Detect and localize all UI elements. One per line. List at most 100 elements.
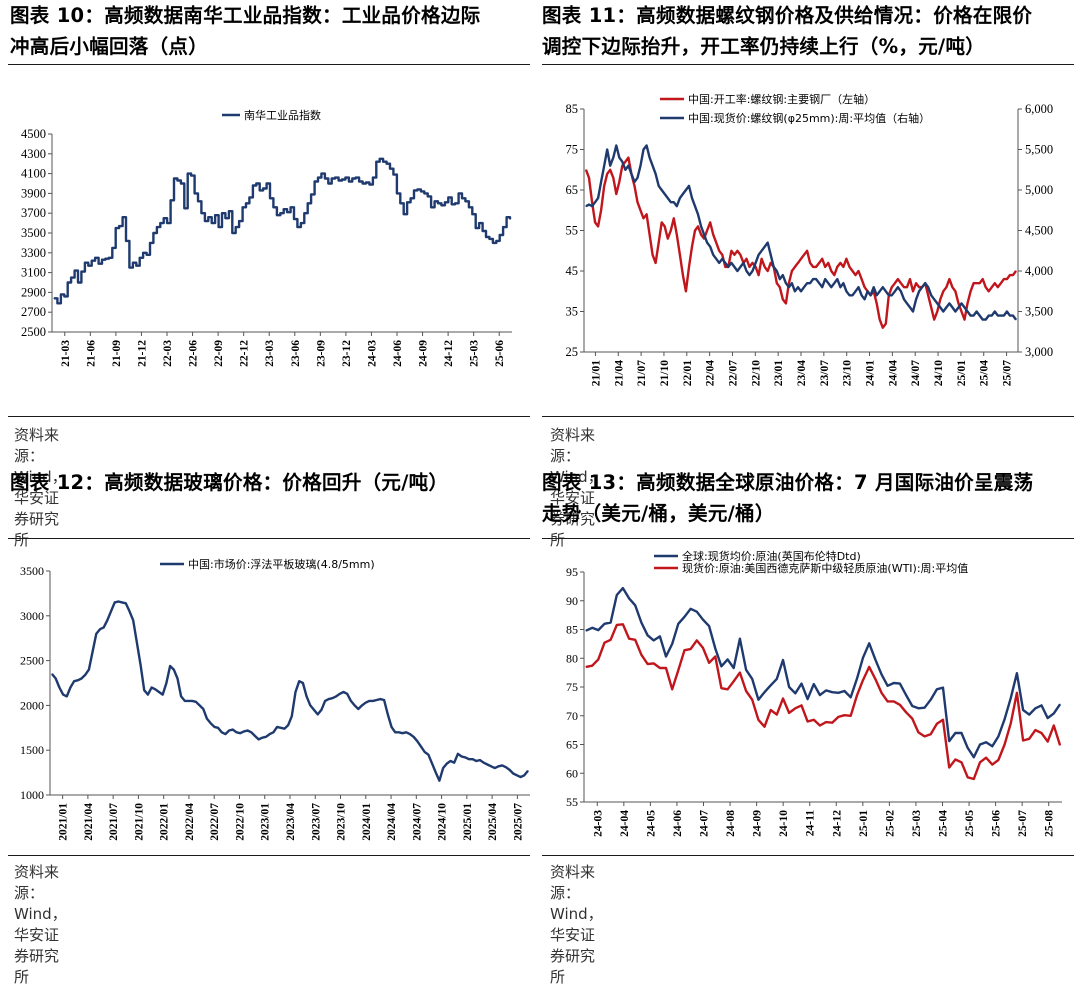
- c10-data-point: [228, 210, 230, 212]
- c11-data-point: [615, 193, 617, 195]
- c12-data-point: [77, 679, 79, 681]
- c10-data-point: [475, 227, 477, 229]
- c13-data-point: [677, 669, 679, 671]
- c10-data-point: [262, 187, 264, 190]
- c11-xtick-label: 25/04: [979, 360, 991, 386]
- c11-data-point: [782, 298, 784, 300]
- c13-data-point: [585, 630, 587, 632]
- c13-data-point: [856, 695, 858, 697]
- c11-data-point: [630, 173, 632, 175]
- c11-data-point: [646, 144, 648, 147]
- c10-data-point: [115, 227, 117, 229]
- c13-data-point: [850, 696, 852, 698]
- c12-xtick-label: 2021/04: [83, 803, 95, 841]
- c11-data-point: [597, 197, 599, 199]
- c11-data-point: [751, 270, 754, 272]
- c11-data-point: [1012, 274, 1014, 276]
- c11-data-point: [830, 286, 832, 288]
- c10-data-point: [197, 200, 199, 202]
- c13-data-point: [745, 690, 747, 692]
- c11-data-point: [700, 234, 702, 236]
- c12-data-point: [114, 601, 116, 603]
- c12-data-point: [401, 732, 404, 734]
- c12-data-point: [294, 691, 297, 693]
- c10-data-point: [156, 226, 158, 228]
- c13-data-point: [893, 682, 895, 684]
- c10-data-point: [183, 207, 185, 209]
- c12-data-point: [162, 694, 164, 696]
- c10-data-point: [365, 181, 367, 184]
- c13-data-point: [905, 711, 907, 713]
- c10-data-point: [207, 216, 209, 218]
- c11-data-point: [639, 165, 642, 167]
- c11-data-point: [709, 221, 711, 223]
- c10-data-point: [286, 211, 288, 213]
- c11-data-point: [963, 319, 966, 321]
- c11-data-point: [921, 286, 923, 288]
- c13-data-point: [616, 624, 618, 626]
- c10-data-point: [224, 217, 226, 219]
- c12-data-point: [468, 758, 470, 760]
- c10-data-point: [252, 184, 254, 187]
- c11-data-point: [960, 310, 963, 313]
- c11-data-point: [909, 306, 911, 308]
- c11-data-point: [761, 258, 763, 260]
- c11-data-point: [827, 282, 829, 284]
- c11-y2tick-label: 3,000: [1025, 345, 1053, 359]
- c10-data-point: [190, 175, 192, 177]
- c10-data-point: [427, 195, 429, 197]
- c11-data-point: [915, 282, 917, 284]
- c11-xtick-label: 24/10: [933, 360, 945, 386]
- c12-data-point: [475, 760, 477, 762]
- c11-data-point: [612, 157, 614, 159]
- c10-data-point: [152, 232, 154, 234]
- c11-data-point: [836, 278, 838, 280]
- c13-xtick-label: 24-04: [619, 810, 631, 837]
- c11-data-point: [591, 201, 593, 203]
- c10-series-points-0: [53, 158, 511, 304]
- c12-data-point: [143, 689, 145, 691]
- c11-data-point: [848, 294, 851, 296]
- c12-data-point: [435, 772, 437, 774]
- c11-data-point: [739, 266, 741, 268]
- c11-data-point: [848, 266, 851, 268]
- c10-data-point: [399, 202, 401, 204]
- c12-xtick-label: 2023/04: [285, 803, 297, 841]
- c11-data-point: [891, 286, 893, 288]
- c10-data-point: [327, 182, 329, 185]
- c13-data-point: [647, 663, 649, 665]
- c13-data-point: [690, 608, 692, 610]
- c11-data-point: [636, 177, 639, 179]
- c12-data-point: [199, 704, 201, 706]
- c11-data-point: [676, 205, 678, 207]
- c12-data-point: [191, 700, 193, 702]
- c11-data-point: [897, 286, 899, 288]
- c12-data-point: [210, 722, 212, 724]
- c11-data-point: [649, 234, 651, 236]
- c13-data-point: [659, 635, 661, 637]
- c13-data-point: [622, 587, 624, 589]
- c11-data-point: [857, 270, 860, 272]
- c10-xtick-label: 23-12: [341, 340, 353, 367]
- c11-data-point: [930, 294, 932, 296]
- c11-data-point: [603, 165, 605, 167]
- c11-data-point: [724, 262, 726, 264]
- c13-data-point: [751, 678, 753, 680]
- c11-data-point: [667, 238, 669, 240]
- c11-data-point: [864, 298, 866, 300]
- c11-data-point: [712, 234, 714, 236]
- c11-data-point: [588, 177, 590, 179]
- fig10-title-line1: 图表 10：高频数据南华工业品指数：工业品价格边际: [10, 4, 481, 27]
- fig11-title: 图表 11：高频数据螺纹钢价格及供给情况：价格在限价 调控下边际抬升，开工率仍持…: [542, 0, 1080, 62]
- c11-data-point: [627, 165, 629, 167]
- c12-data-point: [173, 669, 175, 671]
- c10-data-point: [509, 218, 511, 220]
- c10-ytick-label: 3500: [21, 226, 46, 240]
- c13-data-point: [653, 662, 655, 664]
- c10-data-point: [403, 213, 405, 215]
- c11-data-point: [697, 213, 699, 215]
- c11-data-point: [624, 169, 626, 171]
- c11-data-point: [970, 315, 972, 317]
- c10-data-point: [204, 220, 206, 222]
- c10-data-point: [245, 202, 247, 204]
